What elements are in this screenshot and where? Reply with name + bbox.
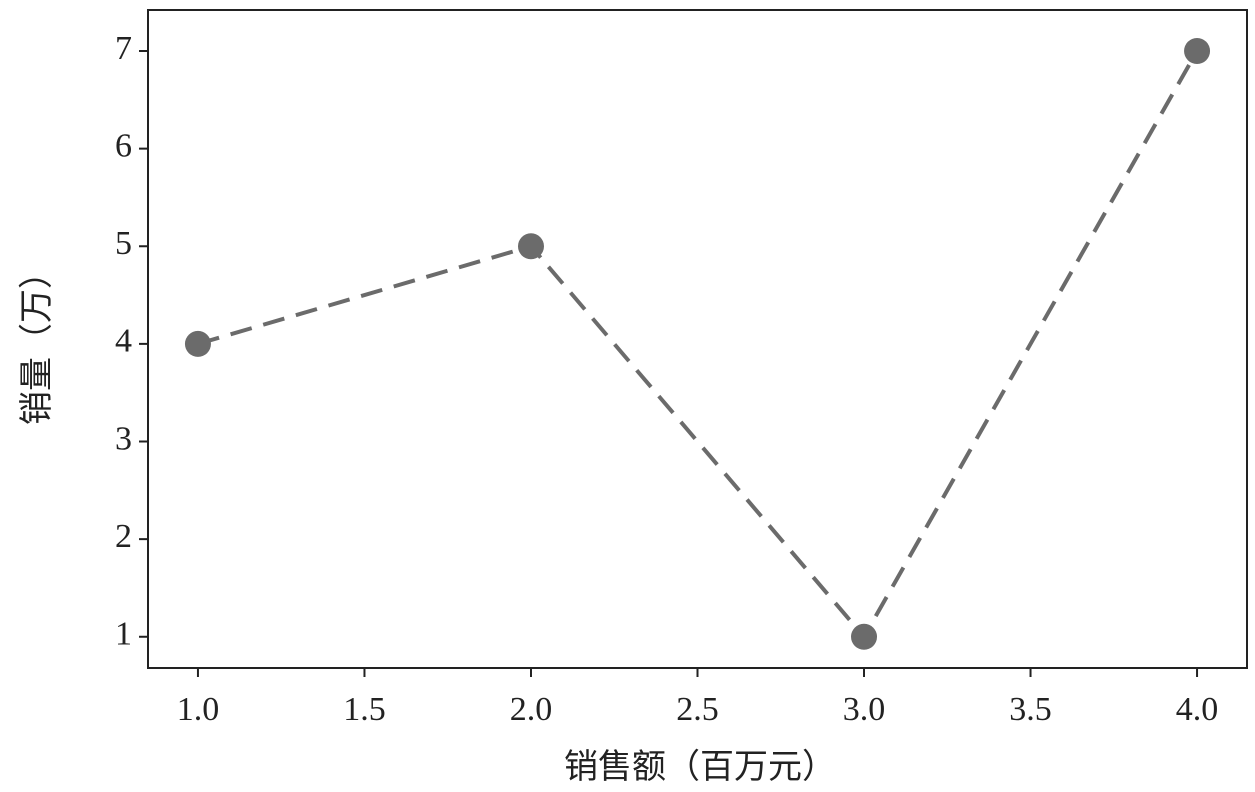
data-point	[517, 233, 544, 260]
y-tick-label: 7	[115, 30, 132, 67]
x-tick-label: 4.0	[1176, 691, 1219, 728]
data-point	[1184, 38, 1211, 65]
x-tick-label: 1.5	[343, 691, 386, 728]
data-point	[184, 330, 211, 357]
y-tick-label: 6	[115, 127, 132, 164]
data-point	[851, 623, 878, 650]
y-tick-label: 4	[115, 323, 132, 360]
x-axis-label: 销售额（百万元）	[564, 748, 836, 786]
x-tick-label: 3.5	[1009, 691, 1052, 728]
x-tick-label: 3.0	[843, 691, 886, 728]
x-tick-label: 1.0	[177, 691, 220, 728]
y-tick-label: 1	[115, 616, 132, 653]
x-tick-label: 2.5	[676, 691, 719, 728]
x-tick-label: 2.0	[510, 691, 553, 728]
y-tick-label: 5	[115, 225, 132, 262]
y-tick-label: 3	[115, 420, 132, 457]
plot-frame	[147, 9, 1248, 669]
y-axis-label: 销量（万）	[18, 255, 56, 425]
series-line	[197, 50, 1199, 641]
y-tick-label: 2	[115, 518, 132, 555]
